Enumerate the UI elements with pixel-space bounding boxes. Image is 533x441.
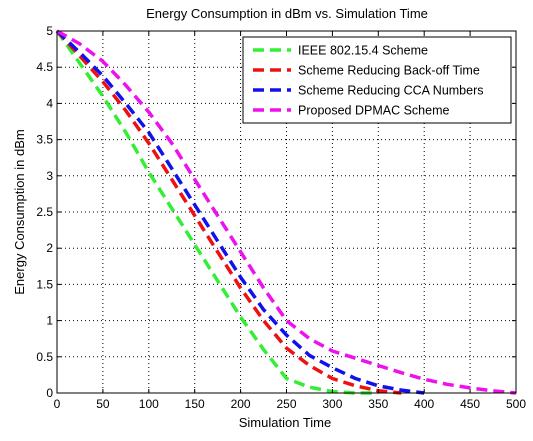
y-axis: 0 0.5 1 1.5 2 2.5 3 3.5 4 4.5 5 xyxy=(36,24,516,400)
legend-label: Proposed DPMAC Scheme xyxy=(298,104,450,118)
legend-item: IEEE 802.15.4 Scheme xyxy=(253,44,428,58)
x-tick-label: 200 xyxy=(231,397,251,411)
legend-label: IEEE 802.15.4 Scheme xyxy=(298,44,428,58)
x-tick-label: 150 xyxy=(185,397,205,411)
x-tick-label: 0 xyxy=(54,397,61,411)
y-tick-label: 4.5 xyxy=(36,60,53,74)
x-tick-label: 500 xyxy=(506,397,526,411)
series-group xyxy=(55,29,517,395)
x-tick-label: 300 xyxy=(322,397,342,411)
y-tick-label: 5 xyxy=(46,24,53,38)
y-tick-label: 1.5 xyxy=(36,277,53,291)
legend-item: Scheme Reducing Back-off Time xyxy=(253,64,480,78)
y-tick-label: 2 xyxy=(46,241,53,255)
y-tick-label: 3.5 xyxy=(36,133,53,147)
x-tick-label: 400 xyxy=(414,397,434,411)
legend-label: Scheme Reducing Back-off Time xyxy=(298,64,480,78)
series-line-1 xyxy=(55,29,379,395)
legend: IEEE 802.15.4 Scheme Scheme Reducing Back… xyxy=(242,36,512,124)
x-axis-label: Simulation Time xyxy=(239,415,331,430)
legend-item: Proposed DPMAC Scheme xyxy=(253,104,450,118)
y-tick-label: 2.5 xyxy=(36,205,53,219)
x-tick-label: 350 xyxy=(368,397,388,411)
y-tick-label: 0 xyxy=(46,386,53,400)
series-line-3 xyxy=(55,29,425,395)
y-tick-label: 4 xyxy=(46,96,53,110)
x-axis: 0 50 100 150 200 250 300 350 400 450 500 xyxy=(54,31,526,411)
x-tick-label: 250 xyxy=(276,397,296,411)
x-tick-label: 50 xyxy=(96,397,110,411)
y-axis-label: Energy Consumption in dBm xyxy=(12,129,27,294)
x-tick-label: 450 xyxy=(460,397,480,411)
y-tick-label: 0.5 xyxy=(36,350,53,364)
y-tick-label: 1 xyxy=(46,314,53,328)
legend-label: Scheme Reducing CCA Numbers xyxy=(298,84,484,98)
y-tick-label: 3 xyxy=(46,169,53,183)
chart-title: Energy Consumption in dBm vs. Simulation… xyxy=(146,6,428,21)
legend-item: Scheme Reducing CCA Numbers xyxy=(253,84,484,98)
x-tick-label: 100 xyxy=(139,397,159,411)
series-line-2 xyxy=(55,29,402,395)
